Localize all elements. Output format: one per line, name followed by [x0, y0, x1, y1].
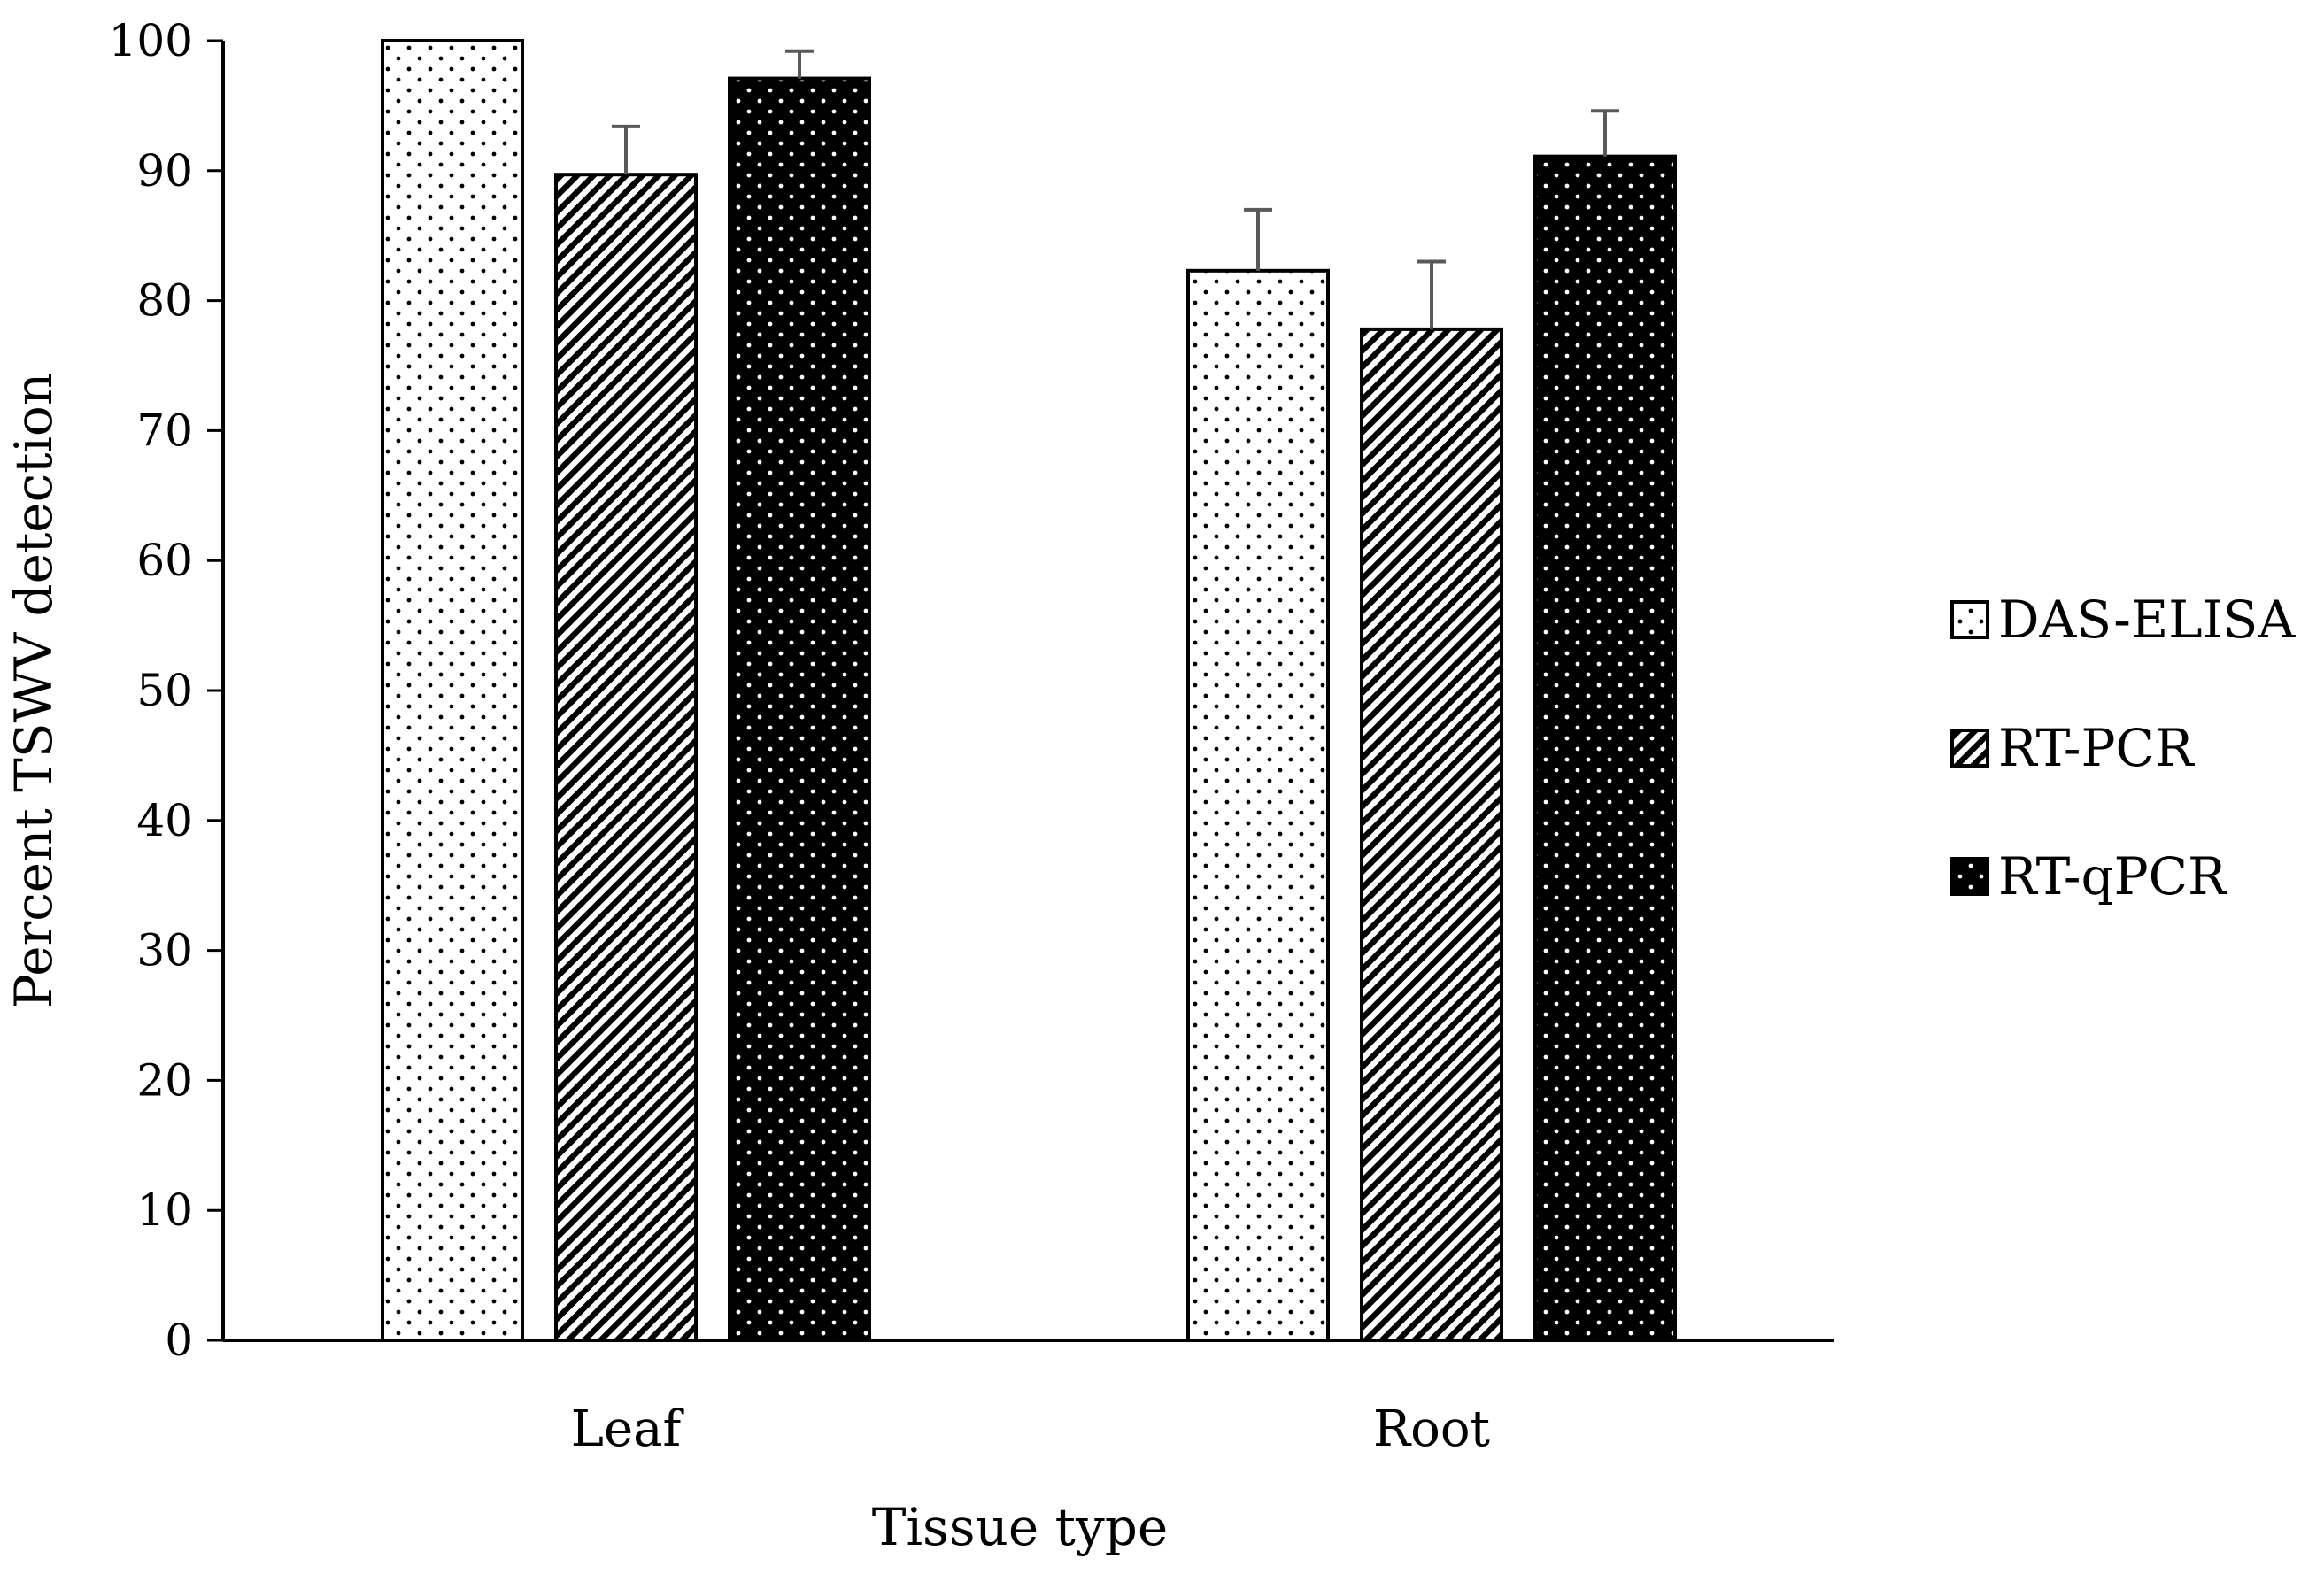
bars: [381, 39, 1677, 1343]
y-tick-label: 80: [136, 275, 193, 327]
bar-rt-qpcr-root: [1533, 154, 1677, 1343]
y-tick-label: 50: [136, 665, 193, 716]
x-category-label: Root: [1373, 1400, 1491, 1458]
bar-rt-qpcr-leaf: [728, 76, 871, 1342]
x-category-label: Leaf: [571, 1400, 685, 1458]
legend-label-das-elisa: DAS-ELISA: [1998, 590, 2296, 650]
y-tick-label: 20: [136, 1054, 193, 1106]
legend-swatch-rt-qpcr: [1950, 857, 1989, 896]
y-tick-label: 40: [136, 795, 193, 846]
x-axis-categories: Leaf Root: [571, 1400, 1491, 1458]
bar-rt-pcr-leaf: [554, 173, 698, 1343]
y-tick-label: 0: [165, 1315, 193, 1366]
y-tick-label: 30: [136, 925, 193, 976]
y-axis-ticks: 0 10 20 30 40 50 60 70 80 90 100: [109, 15, 223, 1366]
y-tick-label: 10: [136, 1184, 193, 1236]
y-tick-label: 70: [136, 405, 193, 456]
y-tick-label: 60: [136, 535, 193, 586]
error-bars: [612, 49, 1619, 329]
legend-swatch-rt-pcr: [1950, 729, 1989, 768]
y-axis-title: Percent TSWV detection: [4, 373, 64, 1008]
y-tick-label: 100: [109, 15, 193, 66]
bar-das-elisa-root: [1186, 268, 1330, 1342]
bar-rt-pcr-root: [1360, 327, 1503, 1342]
legend: DAS-ELISA RT-PCR RT-qPCR: [1950, 590, 2296, 907]
bar-das-elisa-leaf: [381, 39, 524, 1342]
legend-label-rt-qpcr: RT-qPCR: [1998, 846, 2228, 907]
y-tick-label: 90: [136, 145, 193, 197]
x-axis-title: Tissue type: [872, 1497, 1168, 1557]
legend-swatch-das-elisa: [1950, 600, 1989, 639]
legend-label-rt-pcr: RT-PCR: [1998, 718, 2196, 778]
